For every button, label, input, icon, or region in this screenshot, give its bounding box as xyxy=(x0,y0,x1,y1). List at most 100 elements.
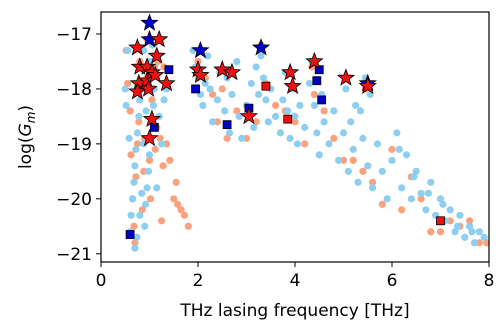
data-point-circle-s0-54 xyxy=(388,145,396,153)
data-point-circle-s1-46 xyxy=(199,101,207,110)
data-point-circle-s1-55 xyxy=(225,129,234,137)
data-point-circle-s1-13 xyxy=(142,200,150,208)
data-point-circle-s1-105 xyxy=(393,129,401,137)
data-point-circle-s1-19 xyxy=(149,101,157,110)
data-point-circle-s1-124 xyxy=(352,101,360,110)
data-point-circle-s0-15 xyxy=(145,156,154,164)
data-point-circle-s1-109 xyxy=(412,167,420,175)
data-point-circle-s0-52 xyxy=(369,178,377,186)
data-point-circle-s1-72 xyxy=(279,96,287,104)
data-point-circle-s1-64 xyxy=(255,90,263,99)
data-point-circle-s1-70 xyxy=(272,112,280,120)
data-point-square-s3-1 xyxy=(283,114,293,124)
data-point-circle-s0-64 xyxy=(482,239,489,247)
data-point-circle-s1-58 xyxy=(235,112,243,120)
data-point-circle-s0-1 xyxy=(124,79,132,88)
data-point-circle-s1-112 xyxy=(427,178,435,186)
x-tick-label-1: 2 xyxy=(193,271,204,291)
data-point-circle-s1-100 xyxy=(369,184,377,192)
y-axis-title: log(Gm) xyxy=(16,105,38,169)
data-point-circle-s0-31 xyxy=(172,178,180,186)
data-point-circle-s0-5 xyxy=(130,222,138,230)
data-point-circle-s0-25 xyxy=(166,156,174,164)
data-point-circle-s1-51 xyxy=(213,96,221,104)
data-point-star-s5-0 xyxy=(128,38,147,56)
data-point-circle-s1-67 xyxy=(262,96,270,104)
data-point-circle-s1-16 xyxy=(145,151,154,159)
data-point-circle-s1-96 xyxy=(356,107,365,115)
data-point-circle-s1-85 xyxy=(315,151,323,159)
data-point-circle-s1-120 xyxy=(466,222,474,230)
data-point-circle-s1-89 xyxy=(330,107,338,115)
data-point-circle-s1-77 xyxy=(291,112,299,120)
y-tick-label-2: −19 xyxy=(56,135,92,155)
data-point-circle-s1-68 xyxy=(264,118,272,126)
data-point-circle-s0-29 xyxy=(180,211,189,219)
data-point-circle-s1-130 xyxy=(439,200,447,208)
data-point-circle-s0-58 xyxy=(427,228,435,236)
data-point-circle-s1-25 xyxy=(133,233,141,241)
data-point-star-s5-18 xyxy=(239,106,259,125)
data-point-circle-s1-90 xyxy=(335,156,343,164)
data-point-circle-s1-122 xyxy=(475,228,483,236)
data-point-circle-s1-35 xyxy=(153,184,161,192)
data-point-circle-s1-74 xyxy=(284,107,292,115)
data-point-circle-s1-111 xyxy=(422,206,430,214)
x-tick-label-2: 4 xyxy=(290,271,301,291)
data-point-circle-s1-107 xyxy=(402,151,411,159)
data-point-circle-s1-127 xyxy=(395,145,403,153)
data-point-circle-s1-119 xyxy=(461,233,469,241)
data-point-circle-s0-11 xyxy=(138,206,146,214)
data-point-circle-s1-92 xyxy=(344,167,352,175)
data-point-square-s2-8 xyxy=(317,95,327,105)
y-axis-title-close: ) xyxy=(16,105,36,112)
data-point-circle-s1-126 xyxy=(342,85,350,93)
data-point-circle-s0-51 xyxy=(359,167,367,175)
data-point-star-s5-17 xyxy=(222,62,242,81)
data-point-square-s2-0 xyxy=(125,230,135,239)
data-point-circle-s1-84 xyxy=(313,129,321,137)
data-point-circle-s1-93 xyxy=(347,118,355,126)
data-point-star-s5-16 xyxy=(213,60,232,78)
data-point-circle-s1-91 xyxy=(339,129,348,137)
data-point-circle-s0-22 xyxy=(156,134,164,142)
data-point-circle-s0-23 xyxy=(159,162,167,170)
x-tick-label-3: 6 xyxy=(387,271,398,291)
data-point-star-s5-10 xyxy=(150,29,169,48)
data-point-circle-s1-49 xyxy=(206,85,214,93)
data-point-circle-s0-38 xyxy=(233,107,241,115)
data-point-circle-s1-87 xyxy=(320,118,328,126)
data-point-square-s3-2 xyxy=(436,216,445,226)
data-point-circle-s0-2 xyxy=(126,107,134,115)
data-point-circle-s0-7 xyxy=(132,173,140,181)
data-point-circle-s0-59 xyxy=(436,228,445,236)
data-point-circle-s0-42 xyxy=(272,101,280,110)
data-point-circle-s0-47 xyxy=(320,107,328,115)
data-point-circle-s0-19 xyxy=(151,145,159,153)
data-point-circle-s0-45 xyxy=(301,140,309,148)
data-point-star-s5-8 xyxy=(146,65,165,83)
data-point-star-s5-20 xyxy=(283,76,302,94)
data-point-star-s5-19 xyxy=(280,62,300,81)
data-point-circle-s1-97 xyxy=(359,134,367,142)
data-point-circle-s0-26 xyxy=(170,195,178,203)
data-point-circle-s0-27 xyxy=(174,200,182,208)
data-point-circle-s1-50 xyxy=(208,118,217,126)
data-point-circle-s1-63 xyxy=(252,63,260,71)
y-tick-label-0: −17 xyxy=(56,25,92,45)
x-tick-label-0: 0 xyxy=(96,271,107,291)
data-point-circle-s1-57 xyxy=(233,57,241,66)
data-point-circle-s1-121 xyxy=(470,239,479,247)
data-point-circle-s1-59 xyxy=(238,134,246,142)
data-point-circle-s0-16 xyxy=(146,195,155,203)
data-point-square-s2-6 xyxy=(312,76,322,86)
data-point-circle-s0-3 xyxy=(127,151,135,159)
data-point-circle-s1-65 xyxy=(257,52,265,60)
data-point-circle-s1-75 xyxy=(286,134,294,142)
data-point-circle-s1-94 xyxy=(349,145,357,153)
data-point-circle-s1-83 xyxy=(310,101,318,110)
data-point-circle-s1-116 xyxy=(446,206,454,214)
data-point-circle-s1-78 xyxy=(293,140,302,148)
data-point-circle-s1-102 xyxy=(378,167,386,175)
